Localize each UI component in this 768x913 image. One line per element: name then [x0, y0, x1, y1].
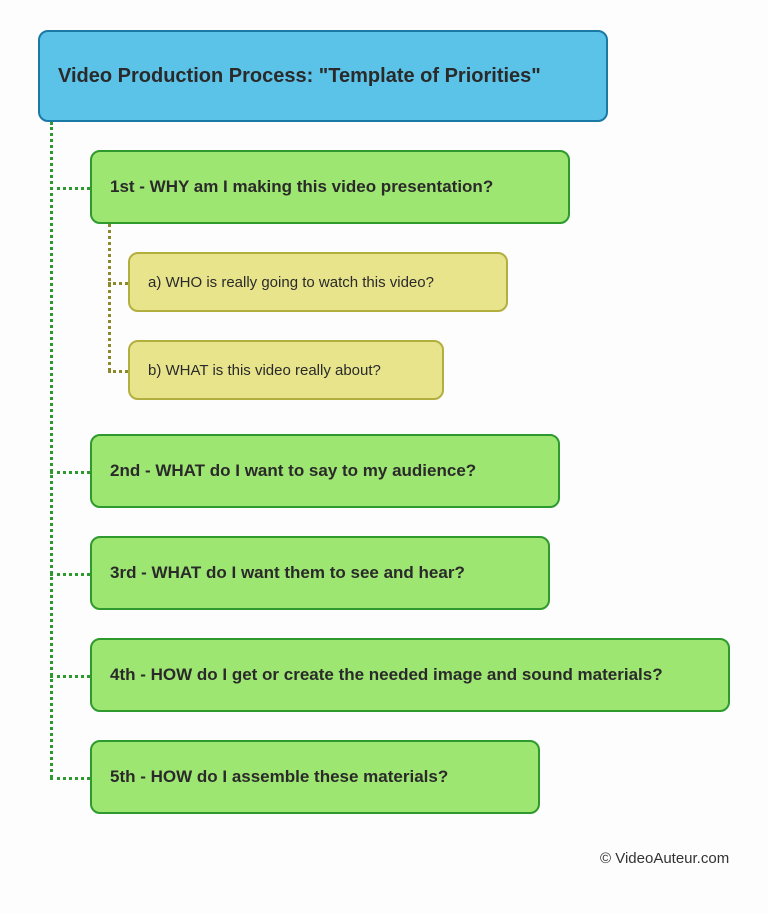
- attribution: © VideoAuteur.com: [600, 850, 729, 867]
- root-node: Video Production Process: "Template of P…: [38, 30, 608, 122]
- connector: [50, 675, 90, 678]
- connector: [108, 370, 128, 373]
- node-2-label: 2nd - WHAT do I want to say to my audien…: [110, 461, 476, 481]
- connector: [50, 122, 53, 778]
- connector: [50, 471, 90, 474]
- connector: [50, 777, 90, 780]
- node-3-label: 3rd - WHAT do I want them to see and hea…: [110, 563, 465, 583]
- connector: [50, 187, 90, 190]
- node-5: 5th - HOW do I assemble these materials?: [90, 740, 540, 814]
- node-3: 3rd - WHAT do I want them to see and hea…: [90, 536, 550, 610]
- connector: [50, 573, 90, 576]
- node-1b-label: b) WHAT is this video really about?: [148, 362, 381, 379]
- node-2: 2nd - WHAT do I want to say to my audien…: [90, 434, 560, 508]
- node-1-label: 1st - WHY am I making this video present…: [110, 177, 493, 197]
- node-4: 4th - HOW do I get or create the needed …: [90, 638, 730, 712]
- node-1a: a) WHO is really going to watch this vid…: [128, 252, 508, 312]
- attribution-text: © VideoAuteur.com: [600, 850, 729, 867]
- node-1: 1st - WHY am I making this video present…: [90, 150, 570, 224]
- node-5-label: 5th - HOW do I assemble these materials?: [110, 767, 448, 787]
- root-label: Video Production Process: "Template of P…: [58, 65, 541, 88]
- connector: [108, 224, 111, 371]
- node-4-label: 4th - HOW do I get or create the needed …: [110, 665, 663, 685]
- connector: [108, 282, 128, 285]
- node-1b: b) WHAT is this video really about?: [128, 340, 444, 400]
- node-1a-label: a) WHO is really going to watch this vid…: [148, 274, 434, 291]
